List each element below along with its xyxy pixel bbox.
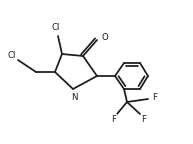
Text: F: F	[141, 114, 146, 124]
Text: Cl: Cl	[52, 23, 60, 33]
Text: O: O	[102, 34, 108, 42]
Text: F: F	[152, 93, 157, 103]
Text: Cl: Cl	[8, 51, 16, 59]
Text: N: N	[71, 92, 77, 102]
Text: F: F	[112, 114, 117, 124]
